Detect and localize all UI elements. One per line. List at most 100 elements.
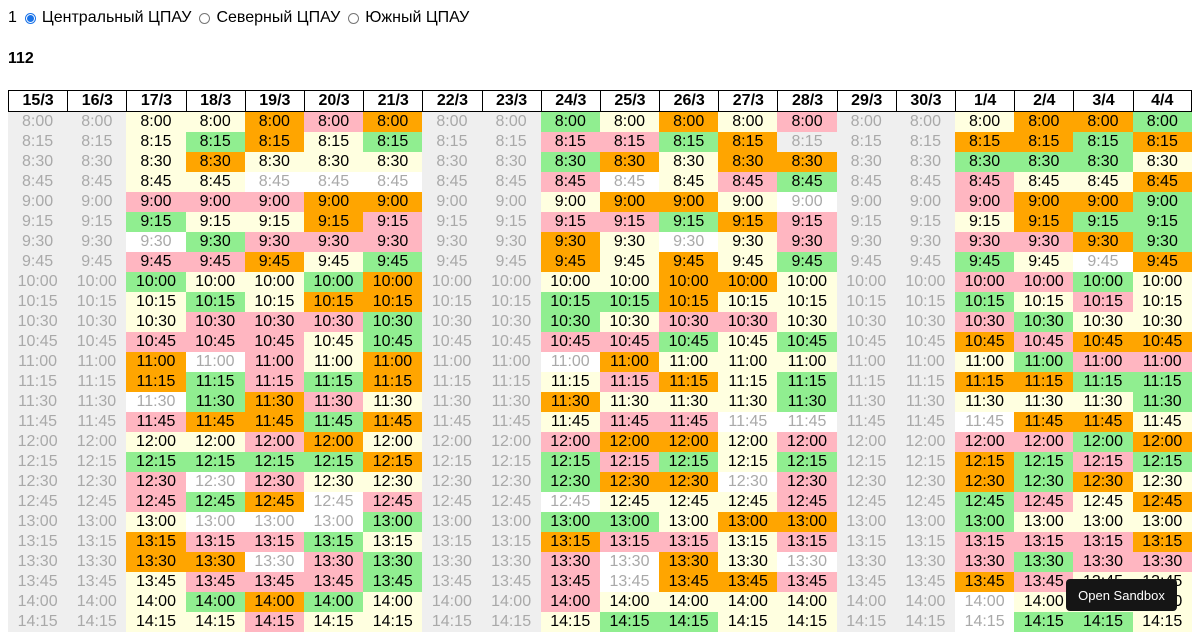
- time-slot-cell[interactable]: 8:30: [126, 152, 186, 172]
- time-slot-cell[interactable]: 10:30: [185, 312, 245, 332]
- time-slot-cell[interactable]: 9:30: [718, 232, 778, 252]
- time-slot-cell[interactable]: 10:45: [1014, 332, 1074, 352]
- time-slot-cell[interactable]: 12:00: [599, 432, 660, 452]
- time-slot-cell[interactable]: 14:15: [185, 612, 245, 632]
- time-slot-cell[interactable]: 13:15: [1073, 532, 1133, 552]
- time-slot-cell[interactable]: 10:00: [659, 272, 719, 292]
- time-slot-cell[interactable]: 11:00: [244, 352, 304, 372]
- time-slot-cell[interactable]: 12:15: [540, 452, 600, 472]
- time-slot-cell[interactable]: 11:30: [1014, 392, 1074, 412]
- time-slot-cell[interactable]: 9:30: [363, 232, 423, 252]
- time-slot-cell[interactable]: 13:45: [659, 572, 719, 592]
- time-slot-cell[interactable]: 9:00: [540, 192, 600, 212]
- time-slot-cell[interactable]: 10:45: [1073, 332, 1133, 352]
- time-slot-cell[interactable]: 11:30: [185, 392, 245, 412]
- time-slot-cell[interactable]: 11:00: [955, 352, 1015, 372]
- time-slot-cell[interactable]: 8:15: [659, 132, 719, 152]
- time-slot-cell[interactable]: 8:30: [718, 152, 778, 172]
- time-slot-cell[interactable]: 11:45: [126, 412, 186, 432]
- time-slot-cell[interactable]: 12:00: [185, 432, 245, 452]
- radio-north[interactable]: Северный ЦПАУ: [199, 9, 340, 27]
- time-slot-cell[interactable]: 9:45: [126, 252, 186, 272]
- time-slot-cell[interactable]: 10:45: [718, 332, 778, 352]
- time-slot-cell[interactable]: 10:30: [599, 312, 660, 332]
- time-slot-cell[interactable]: 10:00: [777, 272, 837, 292]
- time-slot-cell[interactable]: 11:15: [1132, 372, 1192, 392]
- time-slot-cell[interactable]: 12:45: [1014, 492, 1074, 512]
- time-slot-cell[interactable]: 9:15: [303, 212, 364, 232]
- time-slot-cell[interactable]: 11:45: [363, 412, 423, 432]
- time-slot-cell[interactable]: 12:45: [1073, 492, 1133, 512]
- time-slot-cell[interactable]: 13:45: [955, 572, 1015, 592]
- time-slot-cell[interactable]: 8:15: [1132, 132, 1192, 152]
- time-slot-cell[interactable]: 9:00: [303, 192, 364, 212]
- time-slot-cell[interactable]: 11:00: [303, 352, 364, 372]
- time-slot-cell[interactable]: 9:15: [599, 212, 660, 232]
- time-slot-cell[interactable]: 11:30: [659, 392, 719, 412]
- time-slot-cell[interactable]: 13:30: [540, 552, 600, 572]
- time-slot-cell[interactable]: 12:30: [1073, 472, 1133, 492]
- time-slot-cell[interactable]: 10:00: [1014, 272, 1074, 292]
- time-slot-cell[interactable]: 11:00: [599, 352, 660, 372]
- time-slot-cell[interactable]: 9:15: [126, 212, 186, 232]
- time-slot-cell[interactable]: 8:15: [126, 132, 186, 152]
- time-slot-cell[interactable]: 13:30: [1073, 552, 1133, 572]
- time-slot-cell[interactable]: 10:00: [126, 272, 186, 292]
- time-slot-cell[interactable]: 11:15: [955, 372, 1015, 392]
- time-slot-cell[interactable]: 9:45: [244, 252, 304, 272]
- time-slot-cell[interactable]: 8:45: [126, 172, 186, 192]
- time-slot-cell[interactable]: 8:00: [303, 112, 364, 132]
- time-slot-cell[interactable]: 9:45: [540, 252, 600, 272]
- time-slot-cell[interactable]: 10:15: [126, 292, 186, 312]
- time-slot-cell[interactable]: 12:15: [777, 452, 837, 472]
- time-slot-cell[interactable]: 12:30: [363, 472, 423, 492]
- time-slot-cell[interactable]: 8:45: [185, 172, 245, 192]
- time-slot-cell[interactable]: 9:45: [599, 252, 660, 272]
- time-slot-cell[interactable]: 11:15: [126, 372, 186, 392]
- time-slot-cell[interactable]: 9:00: [718, 192, 778, 212]
- time-slot-cell[interactable]: 8:30: [1014, 152, 1074, 172]
- time-slot-cell[interactable]: 12:00: [244, 432, 304, 452]
- time-slot-cell[interactable]: 8:00: [718, 112, 778, 132]
- time-slot-cell[interactable]: 13:30: [718, 552, 778, 572]
- time-slot-cell[interactable]: 8:15: [1073, 132, 1133, 152]
- time-slot-cell[interactable]: 13:00: [126, 512, 186, 532]
- time-slot-cell[interactable]: 13:15: [777, 532, 837, 552]
- time-slot-cell[interactable]: 8:15: [1014, 132, 1074, 152]
- time-slot-cell[interactable]: 10:45: [599, 332, 660, 352]
- time-slot-cell[interactable]: 10:15: [244, 292, 304, 312]
- time-slot-cell[interactable]: 13:00: [363, 512, 423, 532]
- time-slot-cell[interactable]: 11:30: [777, 392, 837, 412]
- time-slot-cell[interactable]: 14:15: [303, 612, 364, 632]
- time-slot-cell[interactable]: 13:45: [540, 572, 600, 592]
- time-slot-cell[interactable]: 14:15: [718, 612, 778, 632]
- time-slot-cell[interactable]: 10:30: [777, 312, 837, 332]
- time-slot-cell[interactable]: 14:15: [1073, 612, 1133, 632]
- time-slot-cell[interactable]: 13:45: [303, 572, 364, 592]
- time-slot-cell[interactable]: 12:45: [126, 492, 186, 512]
- time-slot-cell[interactable]: 9:15: [540, 212, 600, 232]
- time-slot-cell[interactable]: 12:00: [1014, 432, 1074, 452]
- time-slot-cell[interactable]: 10:15: [777, 292, 837, 312]
- time-slot-cell[interactable]: 11:45: [185, 412, 245, 432]
- time-slot-cell[interactable]: 13:15: [244, 532, 304, 552]
- time-slot-cell[interactable]: 14:15: [244, 612, 304, 632]
- time-slot-cell[interactable]: 9:45: [955, 252, 1015, 272]
- time-slot-cell[interactable]: 10:00: [185, 272, 245, 292]
- time-slot-cell[interactable]: 8:00: [599, 112, 660, 132]
- time-slot-cell[interactable]: 8:00: [777, 112, 837, 132]
- time-slot-cell[interactable]: 14:15: [777, 612, 837, 632]
- time-slot-cell[interactable]: 9:30: [1073, 232, 1133, 252]
- time-slot-cell[interactable]: 9:15: [1073, 212, 1133, 232]
- time-slot-cell[interactable]: 14:15: [540, 612, 600, 632]
- time-slot-cell[interactable]: 11:30: [363, 392, 423, 412]
- time-slot-cell[interactable]: 11:00: [1132, 352, 1192, 372]
- time-slot-cell[interactable]: 11:15: [244, 372, 304, 392]
- time-slot-cell[interactable]: 8:00: [1073, 112, 1133, 132]
- time-slot-cell[interactable]: 9:15: [1014, 212, 1074, 232]
- time-slot-cell[interactable]: 10:45: [1132, 332, 1192, 352]
- time-slot-cell[interactable]: 14:00: [540, 592, 600, 612]
- time-slot-cell[interactable]: 12:45: [1132, 492, 1192, 512]
- time-slot-cell[interactable]: 9:15: [244, 212, 304, 232]
- time-slot-cell[interactable]: 8:30: [363, 152, 423, 172]
